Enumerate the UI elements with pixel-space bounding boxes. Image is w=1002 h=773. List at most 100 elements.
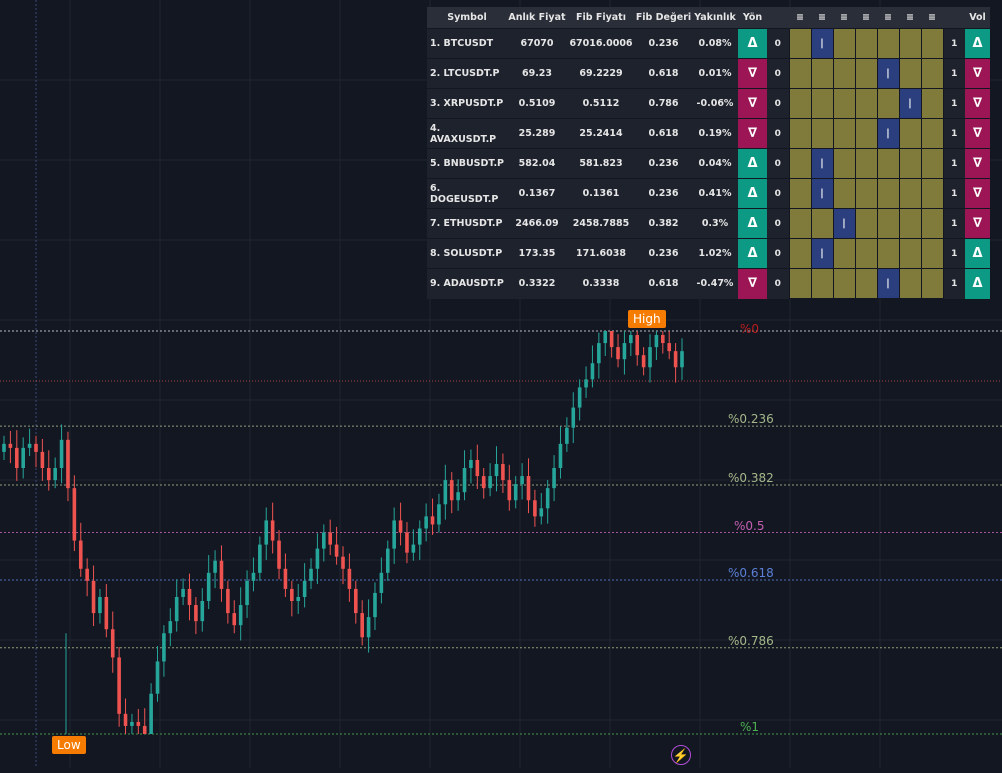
candle-body — [501, 463, 505, 481]
fib-level-label: %0.382 — [728, 470, 774, 485]
symbol-cell: 2. LTCUSDT.P — [427, 58, 507, 89]
level-marker-cell: | — [810, 178, 834, 209]
level-cell — [920, 58, 944, 89]
screener-header-3: Fib Değeri — [635, 7, 692, 29]
level-cell — [876, 238, 900, 269]
level-cell — [788, 268, 812, 299]
candle-body — [2, 443, 6, 452]
price-cell: 173.35 — [507, 238, 567, 269]
level-cell — [876, 148, 900, 179]
table-row[interactable]: 9. ADAUSDT.P 0.3322 0.3338 0.618 -0.47% ∇ 0 | 1 Δ — [427, 268, 990, 299]
fib-level-label: %0.786 — [728, 633, 774, 648]
level-cell — [788, 118, 812, 149]
candle-body — [437, 504, 441, 525]
vol-cell: Δ — [965, 238, 990, 269]
fib-value-cell: 0.236 — [635, 148, 692, 179]
table-row[interactable]: 5. BNBUSDT.P 582.04 581.823 0.236 0.04% Δ 0 | 1 ∇ — [427, 148, 990, 179]
level-cell — [920, 268, 944, 299]
candle-body — [238, 605, 243, 626]
fib-price-cell: 2458.7885 — [567, 208, 635, 239]
direction-cell: ∇ — [738, 58, 767, 89]
screener-header-15: Vol — [965, 7, 990, 29]
fib-level-label: %0.618 — [728, 566, 774, 581]
level-cell — [854, 148, 878, 179]
level-cell — [898, 268, 922, 299]
candle-body — [545, 488, 550, 509]
vol-cell: ∇ — [965, 178, 990, 209]
screener-header-7: ≡ — [789, 7, 811, 29]
proximity-cell: 0.19% — [692, 118, 738, 149]
table-row[interactable]: 7. ETHUSDT.P 2466.09 2458.7885 0.382 0.3% Δ 0 |… — [427, 208, 990, 239]
candle-body — [91, 580, 96, 614]
level-cell — [810, 58, 834, 89]
level-cell — [898, 208, 922, 239]
screener-header-13: ≡ — [921, 7, 943, 29]
candle-body — [123, 713, 128, 726]
candle-body — [315, 548, 320, 569]
table-row[interactable]: 4. AVAXUSDT.P 25.289 25.2414 0.618 0.19% ∇ 0 | 1… — [427, 118, 990, 149]
candle-body — [162, 633, 166, 662]
table-row[interactable]: 3. XRPUSDT.P 0.5109 0.5112 0.786 -0.06% ∇ 0 | 1 ∇ — [427, 88, 990, 119]
candle-body — [456, 492, 460, 501]
candle-body — [309, 568, 313, 581]
table-row[interactable]: 1. BTCUSDT 67070 67016.0006 0.236 0.08% Δ 0 | 1 Δ — [427, 28, 990, 59]
level-cell — [788, 208, 812, 239]
count-cell: 0 — [767, 28, 789, 59]
candle-body — [245, 580, 249, 606]
table-row[interactable]: 2. LTCUSDT.P 69.23 69.2229 0.618 0.01% ∇ 0 | 1 ∇ — [427, 58, 990, 89]
candle-body — [290, 588, 294, 602]
price-cell: 582.04 — [507, 148, 567, 179]
fib-price-cell: 171.6038 — [567, 238, 635, 269]
proximity-cell: 0.01% — [692, 58, 738, 89]
lightning-bolt-icon[interactable]: ⚡ — [671, 745, 691, 765]
candle-body — [206, 572, 211, 602]
direction-cell: Δ — [738, 208, 767, 239]
level-cell — [788, 58, 812, 89]
candle-body — [360, 613, 364, 638]
level-cell — [788, 28, 812, 59]
candle-body — [603, 331, 608, 344]
candle-body — [110, 629, 115, 658]
candle-body — [584, 379, 588, 388]
screener-header-5: Yön — [738, 7, 767, 29]
price-cell: 0.1367 — [507, 178, 567, 209]
candle-body — [302, 580, 307, 597]
candle-body — [379, 572, 384, 593]
candle-body — [552, 468, 556, 489]
count-cell: 0 — [767, 148, 789, 179]
level-cell — [920, 148, 944, 179]
fib-screener-table: Symbol Anlık Fiyat Fib Fiyatı Fib Değeri Yak… — [427, 7, 990, 299]
count-cell: 1 — [943, 148, 965, 179]
candle-body — [353, 588, 358, 614]
count-cell: 1 — [943, 88, 965, 119]
candle-body — [264, 520, 269, 545]
level-cell — [832, 148, 856, 179]
symbol-cell: 4. AVAXUSDT.P — [427, 118, 507, 149]
table-row[interactable]: 6. DOGEUSDT.P 0.1367 0.1361 0.236 0.41% Δ 0 | 1 ∇ — [427, 178, 990, 209]
proximity-cell: 1.02% — [692, 238, 738, 269]
level-cell — [810, 118, 834, 149]
direction-cell: ∇ — [738, 88, 767, 119]
fib-value-cell: 0.382 — [635, 208, 692, 239]
candle-body — [373, 592, 377, 618]
symbol-cell: 7. ETHUSDT.P — [427, 208, 507, 239]
candle-body — [322, 532, 326, 549]
level-cell — [898, 238, 922, 269]
level-marker-cell: | — [898, 88, 922, 119]
symbol-cell: 3. XRPUSDT.P — [427, 88, 507, 119]
candle-body — [251, 572, 256, 581]
screener-header-2: Fib Fiyatı — [567, 7, 635, 29]
count-cell: 1 — [943, 28, 965, 59]
candle-body — [597, 343, 601, 364]
direction-cell: Δ — [738, 148, 767, 179]
level-cell — [832, 118, 856, 149]
level-marker-cell: | — [810, 28, 834, 59]
candle-body — [565, 427, 569, 444]
candle-body — [98, 596, 102, 614]
candle-body — [366, 617, 371, 638]
level-cell — [832, 268, 856, 299]
table-row[interactable]: 8. SOLUSDT.P 173.35 171.6038 0.236 1.02% Δ 0 | 1… — [427, 238, 990, 269]
price-cell: 2466.09 — [507, 208, 567, 239]
candle-body — [475, 459, 480, 477]
level-marker-cell: | — [876, 268, 900, 299]
